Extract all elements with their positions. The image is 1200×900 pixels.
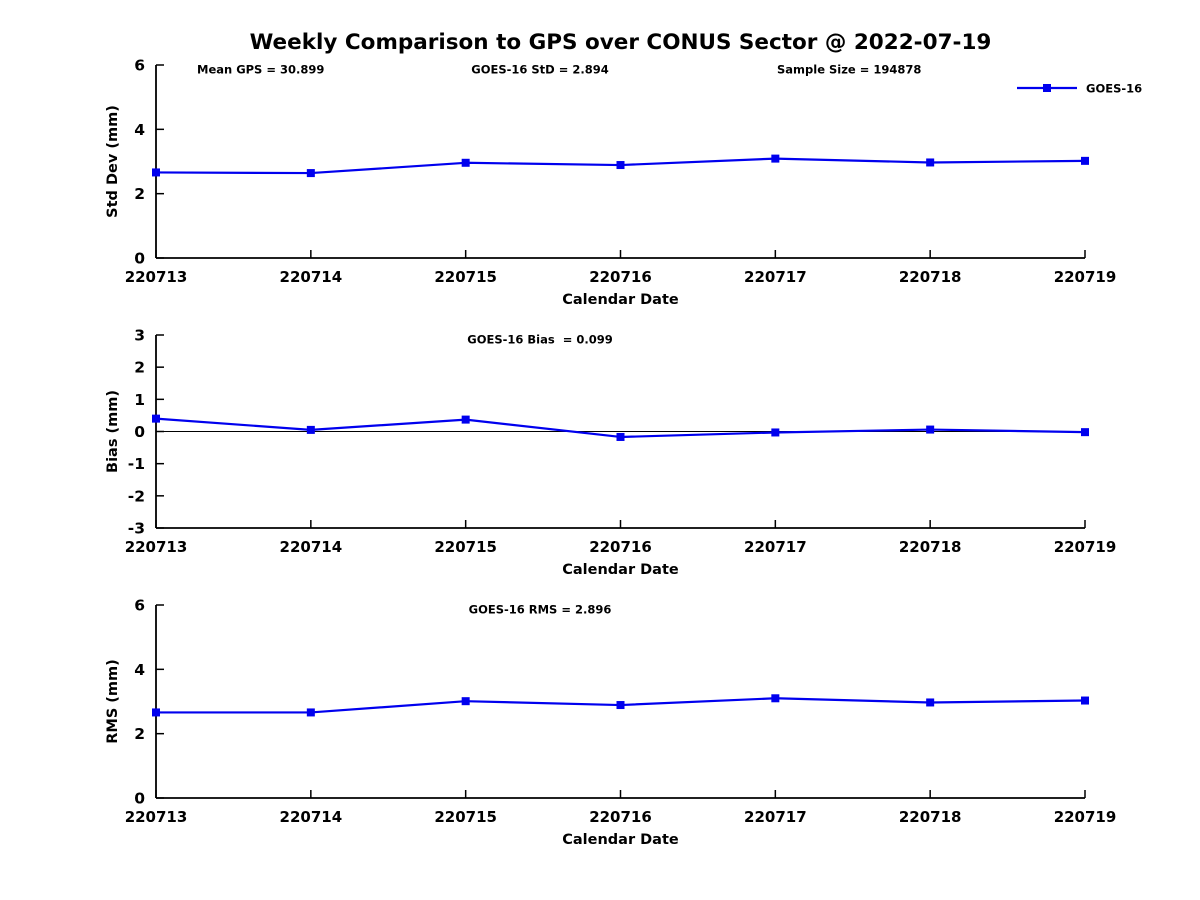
goes16-marker <box>1081 696 1089 705</box>
subplot-stddev: 0 2 4 6 220713 220714 220715 220716 220717 220718… <box>105 57 1142 309</box>
goes16-marker <box>152 708 160 717</box>
goes16-marker <box>461 158 470 167</box>
x-tick-label: 220714 <box>280 808 343 826</box>
x-tick-label: 220715 <box>434 808 497 826</box>
x-tick-label: 220715 <box>434 538 497 556</box>
x-tick-label: 220713 <box>125 808 188 826</box>
annotation-stddev: Sample Size = 194878 <box>777 63 921 77</box>
x-tick-label: 220716 <box>589 268 652 286</box>
x-tick-label: 220718 <box>899 538 962 556</box>
x-tick-label: 220719 <box>1054 268 1117 286</box>
x-tick-label: 220714 <box>280 538 343 556</box>
y-tick-label: 1 <box>134 391 145 409</box>
y-tick-label: 6 <box>134 597 145 615</box>
y-axis-label: Std Dev (mm) <box>105 105 121 218</box>
legend: GOES-16 <box>1017 82 1142 96</box>
y-tick-label: 2 <box>134 185 145 203</box>
goes16-marker <box>616 701 625 710</box>
annotation-stddev: Mean GPS = 30.899 <box>197 63 324 77</box>
x-tick-label: 220713 <box>125 268 188 286</box>
goes16-marker <box>616 432 625 441</box>
y-axis-label: RMS (mm) <box>105 659 121 744</box>
goes16-marker <box>306 425 315 434</box>
y-tick-label: 4 <box>134 121 145 139</box>
y-tick-label: 4 <box>134 661 145 679</box>
annotation-stddev: GOES-16 StD = 2.894 <box>471 63 608 77</box>
subplot-bias: -3 -2 -1 0 1 2 3 220713 220714 220715 220716 220717… <box>105 327 1116 579</box>
y-tick-label: 0 <box>134 250 145 268</box>
y-tick-label: 6 <box>134 57 145 75</box>
y-tick-label: -3 <box>128 520 145 538</box>
goes16-marker <box>926 158 935 167</box>
goes16-marker <box>926 425 935 434</box>
x-axis-label: Calendar Date <box>562 292 679 308</box>
y-tick-label: -2 <box>128 487 145 505</box>
goes16-marker <box>771 154 780 163</box>
y-tick-label: 3 <box>134 327 145 345</box>
y-tick-label: 0 <box>134 423 145 441</box>
goes16-marker <box>306 708 315 717</box>
goes16-marker <box>461 415 470 424</box>
x-tick-label: 220714 <box>280 268 343 286</box>
goes16-marker <box>616 161 625 170</box>
goes16-marker <box>306 169 315 178</box>
x-tick-label: 220718 <box>899 808 962 826</box>
x-tick-label: 220716 <box>589 808 652 826</box>
y-tick-label: 0 <box>134 790 145 808</box>
goes16-marker <box>1081 428 1089 437</box>
y-axis-label: Bias (mm) <box>105 390 121 473</box>
subplot-rms: 0 2 4 6 220713 220714 220715 220716 220717 220718… <box>105 597 1116 849</box>
goes16-marker <box>771 428 780 437</box>
goes16-marker <box>1081 156 1089 165</box>
x-tick-label: 220718 <box>899 268 962 286</box>
figure-title: Weekly Comparison to GPS over CONUS Sect… <box>249 30 992 55</box>
y-tick-label: -1 <box>128 455 145 473</box>
annotation-bias: GOES-16 Bias = 0.099 <box>467 333 612 347</box>
x-tick-label: 220713 <box>125 538 188 556</box>
y-tick-label: 2 <box>134 359 145 377</box>
goes16-marker <box>152 168 160 177</box>
x-tick-label: 220717 <box>744 268 807 286</box>
y-tick-label: 2 <box>134 725 145 743</box>
x-tick-label: 220715 <box>434 268 497 286</box>
legend-label: GOES-16 <box>1086 82 1142 96</box>
x-tick-label: 220719 <box>1054 538 1117 556</box>
x-tick-label: 220717 <box>744 538 807 556</box>
x-tick-label: 220716 <box>589 538 652 556</box>
x-tick-label: 220719 <box>1054 808 1117 826</box>
annotation-rms: GOES-16 RMS = 2.896 <box>469 603 612 617</box>
x-axis-label: Calendar Date <box>562 562 679 578</box>
x-tick-label: 220717 <box>744 808 807 826</box>
goes16-marker <box>461 697 470 706</box>
legend-marker-icon <box>1043 84 1051 92</box>
x-axis-label: Calendar Date <box>562 832 679 848</box>
goes16-marker <box>771 694 780 703</box>
goes16-marker <box>926 698 935 707</box>
goes16-marker <box>152 414 160 423</box>
